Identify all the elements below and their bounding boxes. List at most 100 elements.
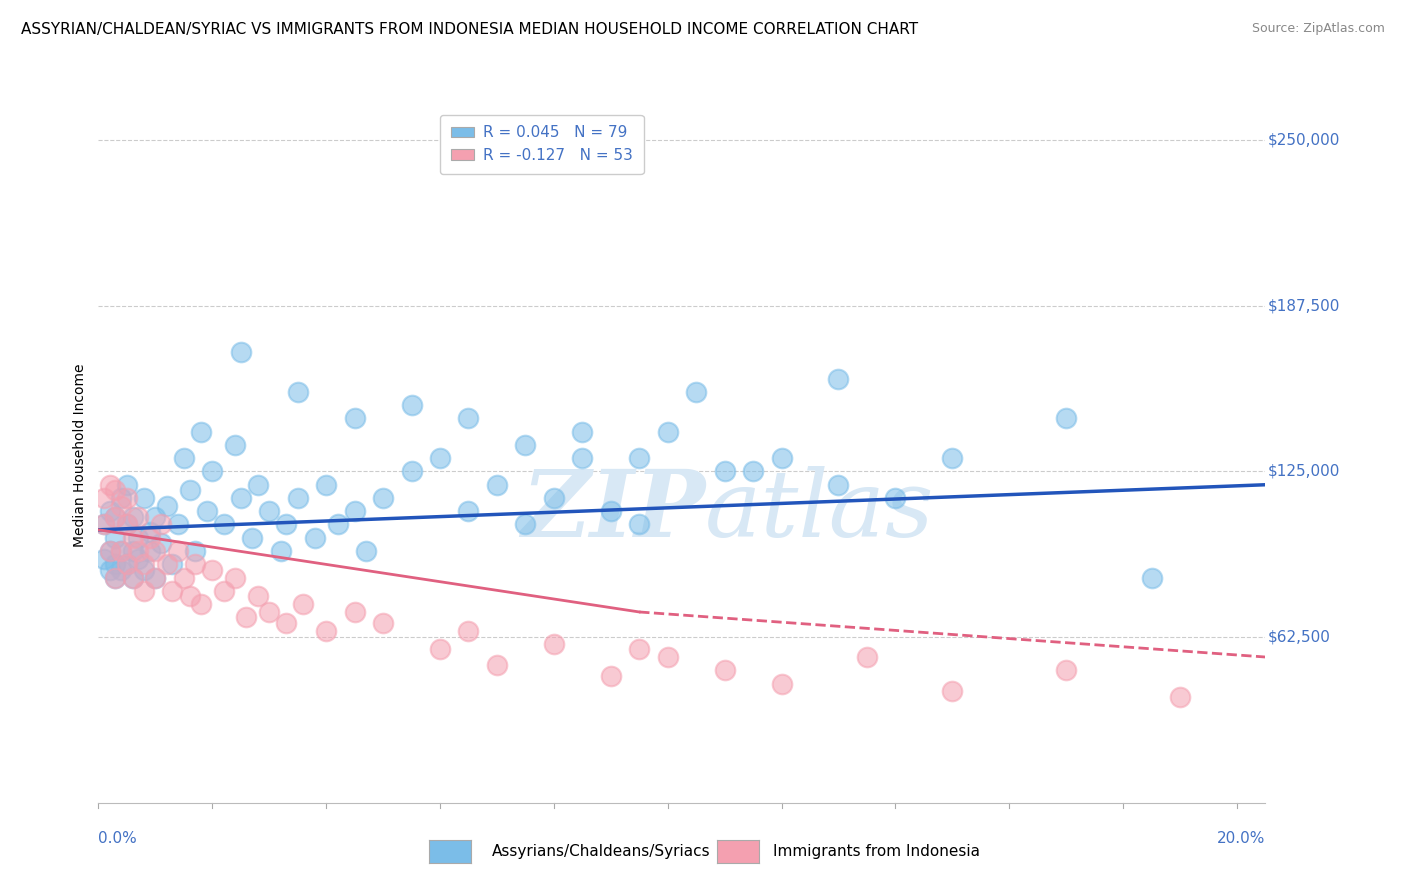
- Point: [827, 477, 849, 491]
- Point: [173, 451, 195, 466]
- Point: [201, 465, 224, 479]
- Point: [1054, 663, 1077, 677]
- Point: [515, 517, 537, 532]
- Point: [1168, 690, 1191, 704]
- Point: [304, 531, 326, 545]
- Point: [150, 536, 173, 550]
- Point: [179, 483, 201, 497]
- Point: [246, 477, 269, 491]
- Point: [326, 517, 349, 532]
- Point: [401, 465, 423, 479]
- Point: [110, 563, 132, 577]
- Point: [127, 544, 149, 558]
- Point: [229, 345, 252, 359]
- Point: [110, 499, 132, 513]
- Point: [343, 605, 366, 619]
- Point: [190, 425, 212, 439]
- Point: [657, 650, 679, 665]
- Point: [224, 570, 246, 584]
- Point: [104, 558, 127, 572]
- Point: [485, 657, 508, 672]
- Point: [599, 504, 621, 518]
- Point: [201, 563, 224, 577]
- Point: [115, 558, 138, 572]
- Point: [235, 610, 257, 624]
- Point: [1140, 570, 1163, 584]
- Point: [827, 372, 849, 386]
- Point: [515, 438, 537, 452]
- Point: [132, 491, 155, 505]
- Point: [457, 411, 479, 425]
- Point: [115, 477, 138, 491]
- Point: [571, 451, 593, 466]
- Point: [713, 465, 735, 479]
- Point: [110, 544, 132, 558]
- Point: [401, 398, 423, 412]
- Point: [143, 509, 166, 524]
- Point: [93, 491, 115, 505]
- Point: [110, 491, 132, 505]
- Point: [292, 597, 315, 611]
- Point: [184, 544, 207, 558]
- Point: [628, 517, 651, 532]
- Point: [315, 477, 337, 491]
- Point: [104, 509, 127, 524]
- Point: [229, 491, 252, 505]
- Point: [115, 558, 138, 572]
- Point: [257, 504, 280, 518]
- Text: $250,000: $250,000: [1268, 133, 1340, 148]
- Point: [884, 491, 907, 505]
- Point: [121, 570, 143, 584]
- Y-axis label: Median Household Income: Median Household Income: [73, 363, 87, 547]
- Point: [127, 509, 149, 524]
- Point: [167, 517, 190, 532]
- Text: 20.0%: 20.0%: [1218, 830, 1265, 846]
- Point: [143, 544, 166, 558]
- Point: [121, 570, 143, 584]
- Text: atlas: atlas: [706, 466, 935, 556]
- Point: [246, 589, 269, 603]
- Point: [132, 583, 155, 598]
- Point: [429, 451, 451, 466]
- Point: [127, 531, 149, 545]
- Point: [104, 531, 127, 545]
- Point: [121, 544, 143, 558]
- Point: [184, 558, 207, 572]
- Text: Source: ZipAtlas.com: Source: ZipAtlas.com: [1251, 22, 1385, 36]
- Point: [941, 451, 963, 466]
- Text: $125,000: $125,000: [1268, 464, 1340, 479]
- Point: [143, 570, 166, 584]
- Point: [240, 531, 263, 545]
- Point: [98, 504, 121, 518]
- Point: [93, 517, 115, 532]
- Point: [276, 615, 298, 630]
- Point: [354, 544, 377, 558]
- Point: [104, 570, 127, 584]
- Text: Assyrians/Chaldeans/Syriacs: Assyrians/Chaldeans/Syriacs: [492, 845, 710, 859]
- Point: [115, 517, 138, 532]
- Point: [941, 684, 963, 698]
- Legend: R = 0.045   N = 79, R = -0.127   N = 53: R = 0.045 N = 79, R = -0.127 N = 53: [440, 115, 644, 174]
- Text: ZIP: ZIP: [522, 466, 706, 556]
- Point: [276, 517, 298, 532]
- Point: [543, 491, 565, 505]
- Point: [543, 637, 565, 651]
- Point: [115, 491, 138, 505]
- Point: [457, 624, 479, 638]
- Point: [115, 517, 138, 532]
- Point: [270, 544, 292, 558]
- Point: [138, 544, 160, 558]
- Point: [98, 563, 121, 577]
- Point: [150, 517, 173, 532]
- Point: [1054, 411, 1077, 425]
- Point: [856, 650, 879, 665]
- Point: [93, 552, 115, 566]
- Point: [628, 451, 651, 466]
- Point: [121, 531, 143, 545]
- Point: [179, 589, 201, 603]
- Point: [343, 504, 366, 518]
- Point: [143, 570, 166, 584]
- Text: ASSYRIAN/CHALDEAN/SYRIAC VS IMMIGRANTS FROM INDONESIA MEDIAN HOUSEHOLD INCOME CO: ASSYRIAN/CHALDEAN/SYRIAC VS IMMIGRANTS F…: [21, 22, 918, 37]
- Point: [127, 552, 149, 566]
- Point: [138, 525, 160, 540]
